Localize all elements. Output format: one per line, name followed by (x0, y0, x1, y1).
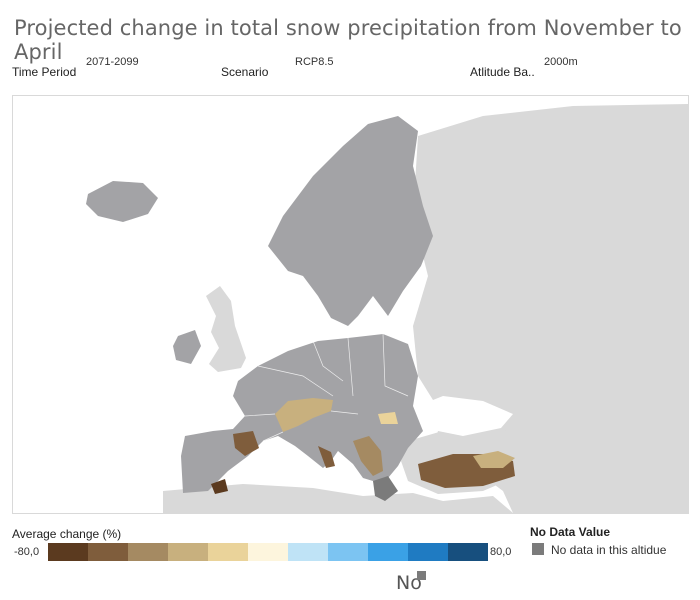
filter-time-period-label: Time Period (12, 65, 77, 79)
land-iceland (86, 181, 158, 222)
data-balkans (353, 436, 383, 476)
legend-swatch (408, 543, 448, 561)
land-outside-africa (163, 484, 513, 513)
data-south-spain (211, 479, 228, 494)
filter-time-period-value[interactable]: 2071-2099 (86, 56, 139, 68)
europe-map[interactable] (13, 96, 688, 513)
data-pyrenees (233, 431, 259, 456)
border-lines (244, 333, 409, 442)
legend-swatch (448, 543, 488, 561)
map-view[interactable] (12, 95, 689, 514)
legend-swatch (288, 543, 328, 561)
nodata-legend-label: No data in this altidue (551, 543, 667, 557)
land-ireland (173, 330, 201, 364)
filter-altitude[interactable]: Atlitude Ba.. 2000m (470, 56, 670, 82)
nodata-legend-title: No Data Value (530, 525, 611, 539)
land-scandinavia (268, 116, 433, 326)
legend-swatch (48, 543, 88, 561)
data-carpathians (378, 412, 398, 424)
data-alps (275, 398, 333, 432)
dashboard-title: Projected change in total snow precipita… (14, 16, 682, 64)
data-anatolia-east (473, 451, 515, 468)
legend-min-label: -80,0 (14, 546, 40, 558)
legend-swatch (368, 543, 408, 561)
legend-swatch (248, 543, 288, 561)
legend-swatch (168, 543, 208, 561)
legend-swatch (88, 543, 128, 561)
data-greece (373, 476, 398, 501)
filter-altitude-label: Atlitude Ba.. (470, 65, 535, 79)
land-uk (206, 286, 246, 372)
legend-swatch (128, 543, 168, 561)
no-fragment-square (417, 571, 426, 580)
data-italy (318, 446, 335, 468)
filter-scenario[interactable]: Scenario RCP8.5 (221, 56, 421, 82)
filter-scenario-label: Scenario (221, 65, 269, 79)
filter-scenario-value[interactable]: RCP8.5 (295, 56, 334, 68)
legend-swatch (208, 543, 248, 561)
filter-altitude-value[interactable]: 2000m (544, 56, 578, 68)
legend-color-scale (48, 543, 488, 561)
filter-time-period[interactable]: Time Period 2071-2099 (12, 56, 212, 82)
legend-title: Average change (%) (12, 527, 122, 541)
legend-max-label: 80,0 (490, 546, 512, 558)
no-fragment-label: No (396, 572, 422, 594)
legend-swatch (328, 543, 368, 561)
nodata-swatch (532, 543, 544, 555)
land-black-sea (413, 396, 513, 436)
